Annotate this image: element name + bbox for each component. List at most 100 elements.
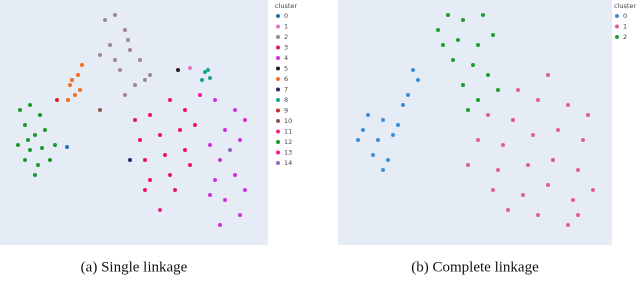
plot-area (338, 0, 612, 245)
legend-label: 4 (284, 54, 288, 62)
point (188, 66, 192, 70)
plot-area (0, 0, 268, 245)
point (476, 98, 480, 102)
point (356, 138, 360, 142)
legend-label: 2 (623, 33, 627, 41)
point (536, 213, 540, 217)
point (98, 53, 102, 57)
point (491, 188, 495, 192)
point (491, 33, 495, 37)
point (73, 93, 77, 97)
legend-swatch (276, 56, 280, 60)
point (371, 153, 375, 157)
point (213, 98, 217, 102)
point (208, 76, 212, 80)
legend-swatch (276, 98, 280, 102)
point (33, 173, 37, 177)
legend-label: 9 (284, 107, 288, 115)
point (401, 103, 405, 107)
point (108, 43, 112, 47)
point (591, 188, 595, 192)
point (223, 198, 227, 202)
point (66, 98, 70, 102)
legend-label: 14 (284, 159, 292, 167)
point (148, 178, 152, 182)
legend-swatch (615, 35, 619, 39)
point (143, 158, 147, 162)
point (451, 58, 455, 62)
point (208, 193, 212, 197)
point (381, 168, 385, 172)
point (391, 133, 395, 137)
point (546, 183, 550, 187)
point (461, 83, 465, 87)
point (531, 133, 535, 137)
point (126, 38, 130, 42)
legend-swatch (276, 45, 280, 50)
point (496, 88, 500, 92)
point (33, 133, 37, 137)
legend-title: cluster (275, 2, 297, 10)
legend-label: 8 (284, 96, 288, 104)
point (556, 128, 560, 132)
point (516, 88, 520, 92)
legend-swatch (276, 140, 280, 144)
point (233, 173, 237, 177)
caption: (a) Single linkage (81, 259, 188, 275)
point (243, 118, 247, 122)
legend-label: 11 (284, 128, 292, 136)
point (48, 158, 52, 162)
point (36, 163, 40, 167)
point (486, 73, 490, 77)
point (506, 208, 510, 212)
point (551, 158, 555, 162)
point (98, 108, 102, 112)
legend-label: 13 (284, 149, 292, 157)
point (218, 223, 222, 227)
point (406, 93, 410, 97)
point (143, 78, 147, 82)
point (206, 68, 210, 72)
point (521, 193, 525, 197)
legend-title: cluster (614, 2, 636, 10)
point (28, 103, 32, 107)
point (571, 198, 575, 202)
point (26, 138, 30, 142)
point (471, 63, 475, 67)
point (113, 13, 117, 17)
legend-swatch (276, 161, 280, 165)
point (476, 138, 480, 142)
legend-swatch (276, 119, 280, 123)
legend-swatch (276, 35, 280, 39)
caption: (b) Complete linkage (411, 259, 539, 275)
point (461, 18, 465, 22)
legend-swatch (276, 108, 280, 113)
point (218, 158, 222, 162)
point (366, 113, 370, 117)
point (163, 153, 167, 157)
point (43, 128, 47, 132)
point (16, 143, 20, 147)
point (138, 58, 142, 62)
point (178, 128, 182, 132)
point (576, 168, 580, 172)
point (168, 173, 172, 177)
point (586, 113, 590, 117)
point (376, 138, 380, 142)
point (386, 158, 390, 162)
point (486, 113, 490, 117)
point (123, 93, 127, 97)
legend-swatch (276, 14, 280, 18)
point (18, 108, 22, 112)
point (173, 188, 177, 192)
legend-label: 10 (284, 117, 292, 125)
point (381, 118, 385, 122)
point (223, 128, 227, 132)
legend-swatch (276, 24, 280, 29)
point (526, 163, 530, 167)
point (70, 78, 74, 82)
point (23, 158, 27, 162)
point (213, 178, 217, 182)
point (118, 68, 122, 72)
